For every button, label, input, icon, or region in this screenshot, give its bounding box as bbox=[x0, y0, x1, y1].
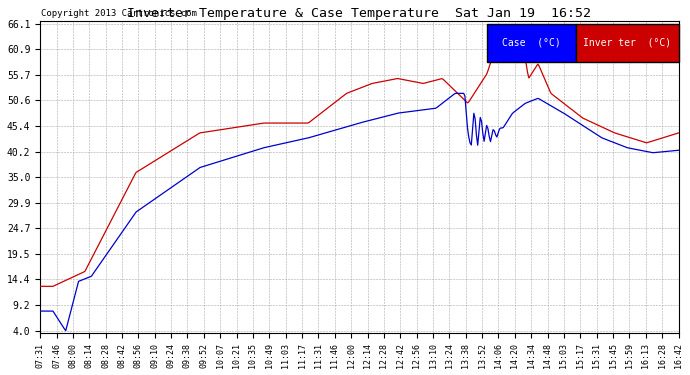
FancyBboxPatch shape bbox=[487, 24, 576, 62]
Text: Case  (°C): Case (°C) bbox=[502, 38, 561, 48]
Text: Copyright 2013 Cartronics.com: Copyright 2013 Cartronics.com bbox=[41, 9, 197, 18]
FancyBboxPatch shape bbox=[576, 24, 678, 62]
Title: Inverter Temperature & Case Temperature  Sat Jan 19  16:52: Inverter Temperature & Case Temperature … bbox=[128, 7, 591, 20]
Text: Inver ter  (°C): Inver ter (°C) bbox=[584, 38, 671, 48]
